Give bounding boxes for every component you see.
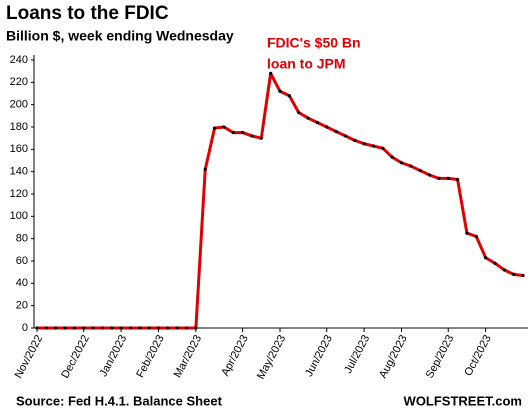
y-tick-label: 140	[10, 166, 28, 178]
point	[512, 272, 516, 276]
point	[91, 326, 95, 330]
x-tick-label: Jan/2023	[97, 333, 129, 379]
y-tick-label: 40	[16, 277, 28, 289]
point	[184, 326, 189, 330]
point	[259, 136, 263, 140]
y-tick-label: 0	[22, 322, 28, 334]
point	[222, 125, 226, 129]
point	[54, 326, 58, 330]
point	[175, 326, 179, 330]
point	[437, 176, 441, 180]
credit: WOLFSTREET.com	[404, 393, 522, 408]
point	[128, 326, 133, 330]
point	[212, 126, 217, 130]
x-tick-label: Jun/2023	[303, 333, 335, 379]
point	[241, 130, 245, 135]
y-tick-label: 60	[16, 255, 28, 267]
y-tick-label: 20	[16, 300, 28, 312]
annotation: loan to JPM	[267, 56, 346, 72]
point	[138, 326, 142, 330]
point	[427, 173, 432, 177]
chart-subtitle: Billion $, week ending Wednesday	[6, 28, 234, 44]
chart-title: Loans to the FDIC	[6, 3, 169, 24]
line	[37, 71, 524, 330]
point	[334, 129, 338, 134]
point	[362, 142, 366, 146]
point	[82, 326, 86, 330]
point	[484, 256, 488, 260]
x-tick-label: Sep/2023	[424, 333, 457, 380]
y-tick-label: 80	[16, 233, 28, 245]
point	[493, 261, 497, 265]
point	[156, 326, 161, 330]
point	[353, 138, 357, 142]
x-tick-label: Dec/2022	[59, 333, 92, 380]
x-tick-label: May/2023	[255, 333, 288, 381]
point	[278, 89, 282, 93]
point	[325, 125, 329, 129]
point	[269, 71, 273, 75]
y-tick-label: 180	[10, 121, 28, 133]
x-tick-label: Feb/2023	[134, 333, 166, 380]
source: Source: Fed H.4.1. Balance Sheet	[16, 393, 223, 408]
point	[119, 326, 123, 330]
point	[231, 130, 235, 135]
point	[409, 164, 413, 168]
point	[100, 326, 105, 330]
point	[194, 326, 198, 330]
point	[418, 168, 422, 173]
y-tick-label: 160	[10, 143, 28, 155]
y-tick-label: 120	[10, 188, 28, 200]
point	[306, 116, 310, 120]
point	[166, 326, 170, 330]
point	[390, 155, 394, 159]
x-tick-label: Mar/2023	[172, 333, 204, 380]
point	[446, 176, 450, 180]
point	[502, 268, 506, 272]
y-tick-label: 240	[10, 54, 28, 66]
point	[287, 94, 291, 98]
point	[381, 146, 385, 150]
x-tick-label: Apr/2023	[219, 333, 251, 378]
point	[399, 161, 404, 165]
point	[44, 326, 48, 330]
point	[521, 273, 525, 278]
point	[35, 326, 39, 330]
point	[63, 326, 67, 330]
x-tick-label: Nov/2022	[13, 333, 46, 380]
annotation: FDIC's $50 Bn	[267, 35, 361, 51]
point	[250, 134, 254, 138]
point	[343, 134, 348, 138]
y-tick-label: 220	[10, 76, 28, 88]
point	[465, 231, 469, 235]
point	[371, 144, 376, 148]
y-tick-label: 100	[10, 210, 28, 222]
point	[72, 326, 76, 330]
y-tick-label: 200	[10, 99, 28, 111]
point	[455, 177, 460, 182]
point	[147, 326, 151, 330]
point	[474, 234, 478, 239]
x-tick-label: Aug/2023	[377, 333, 410, 380]
point	[110, 326, 114, 330]
point	[315, 120, 319, 125]
x-tick-label: Oct/2023	[462, 333, 494, 378]
point	[297, 110, 301, 115]
point	[203, 167, 207, 172]
x-tick-label: Jul/2023	[342, 333, 372, 375]
